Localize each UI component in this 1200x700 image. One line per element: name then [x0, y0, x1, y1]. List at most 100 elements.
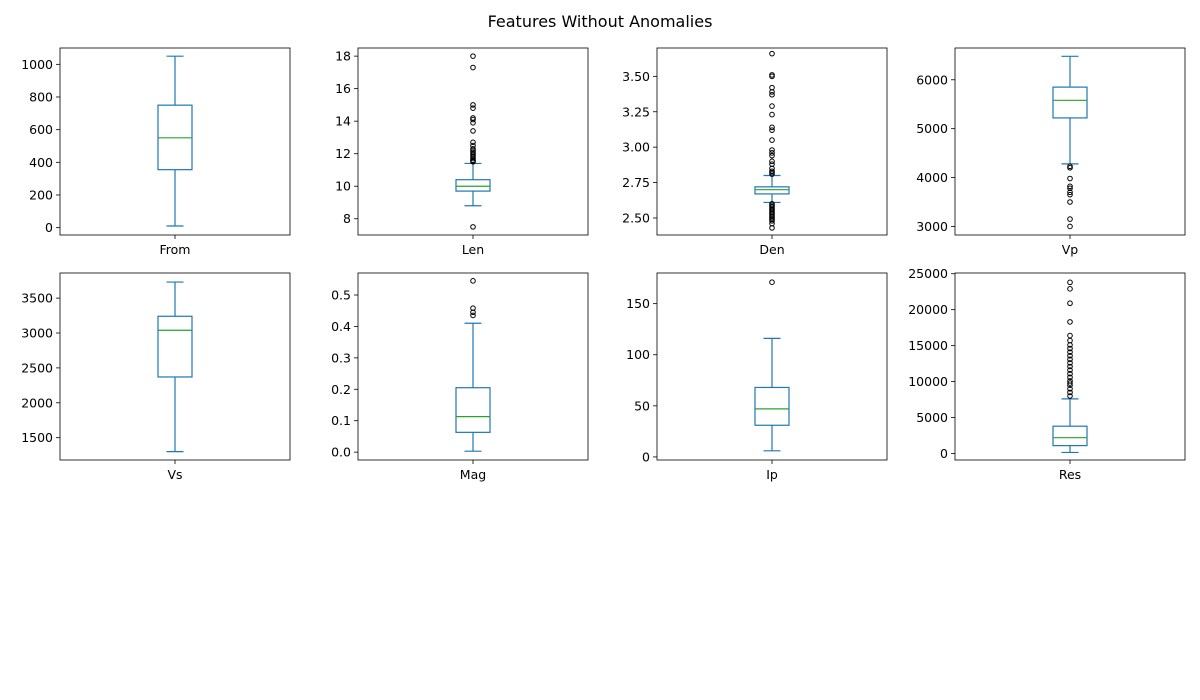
subplot-vs: 1500 2000 2500 3000 3500 Vs	[21, 272, 291, 482]
outlier-point	[769, 150, 775, 156]
y-tick-label: 0.1	[331, 413, 351, 428]
outlier-point	[470, 278, 476, 284]
outlier-point	[470, 312, 476, 319]
outlier-point	[769, 158, 775, 165]
y-tick-label: 3500	[21, 291, 53, 306]
y-tick-label: 5000	[916, 121, 948, 136]
y-tick-label: 0	[642, 449, 650, 464]
outlier-point	[470, 53, 476, 59]
y-tick-label: 20000	[908, 302, 948, 317]
outlier-point	[1067, 185, 1073, 192]
x-category-label: Vs	[167, 467, 182, 482]
x-category-label: Res	[1059, 467, 1081, 482]
outlier-point	[1067, 380, 1073, 386]
outlier-point	[769, 111, 775, 118]
y-tick-label: 0	[940, 446, 948, 461]
y-tick-label: 18	[335, 49, 351, 64]
outlier-point	[769, 161, 775, 167]
outlier-point	[769, 137, 775, 143]
subplot-res: 0 5000 10000 15000 20000 25000 Res	[908, 266, 1186, 482]
outlier-point	[769, 72, 775, 78]
outlier-point	[470, 142, 476, 149]
outlier-point	[470, 116, 476, 123]
iqr-box	[1052, 86, 1088, 119]
outlier-point	[470, 305, 476, 312]
x-category-label: Len	[462, 242, 484, 257]
outlier-point	[769, 147, 775, 153]
y-tick-label: 1000	[21, 57, 53, 72]
subplot-from: 0 200 400 600 800 1000 From	[21, 47, 291, 257]
y-tick-label: 15000	[908, 338, 948, 353]
y-tick-label: 3.50	[622, 69, 650, 84]
outlier-point	[769, 279, 775, 285]
y-tick-label: 8	[343, 211, 351, 226]
outlier-point	[769, 124, 775, 131]
outlier-point	[470, 102, 476, 108]
subplot-ip: 0 50 100 150 Ip	[626, 272, 888, 482]
outlier-point	[1067, 175, 1073, 182]
outlier-point	[470, 64, 476, 71]
subplot-vp: 3000 4000 5000 6000 Vp	[916, 47, 1186, 257]
y-tick-label: 0.3	[331, 350, 351, 365]
outlier-point	[1067, 356, 1073, 363]
x-category-label: Mag	[460, 467, 486, 482]
y-tick-label: 2.75	[622, 175, 650, 190]
iqr-box	[1052, 425, 1088, 447]
y-tick-label: 14	[335, 114, 351, 129]
subplot-mag: 0.0 0.1 0.2 0.3 0.4 0.5 Mag	[331, 272, 589, 482]
outlier-point	[1067, 163, 1073, 170]
outlier-point	[769, 201, 775, 207]
y-tick-label: 10000	[908, 374, 948, 389]
outlier-point	[1067, 349, 1073, 355]
y-tick-label: 0.2	[331, 382, 351, 397]
outlier-point	[1067, 393, 1073, 399]
y-tick-label: 3.00	[622, 140, 650, 155]
outlier-point	[769, 91, 775, 98]
outlier-point	[470, 149, 476, 155]
x-category-label: Vp	[1062, 242, 1079, 257]
y-tick-label: 25000	[908, 266, 948, 281]
outlier-point	[1067, 279, 1073, 286]
y-tick-label: 200	[29, 187, 53, 202]
x-category-label: Den	[759, 242, 784, 257]
y-tick-label: 400	[29, 155, 53, 170]
y-tick-label: 2000	[21, 395, 53, 410]
outlier-point	[1067, 389, 1073, 396]
outlier-point	[470, 224, 476, 230]
iqr-box	[754, 386, 790, 426]
iqr-box	[455, 387, 491, 433]
outlier-point	[1067, 363, 1073, 370]
x-category-label: From	[160, 242, 191, 257]
outlier-point	[1067, 223, 1073, 230]
subplot-den: 2.50 2.75 3.00 3.25 3.50 Den	[622, 47, 888, 257]
y-tick-label: 0	[45, 220, 53, 235]
outlier-point	[1067, 216, 1073, 222]
outlier-point	[470, 128, 476, 134]
outlier-point	[1067, 352, 1073, 359]
outlier-point	[1067, 345, 1073, 352]
subplot-grid: 02004006008001000From81012141618Len2.502…	[21, 47, 1186, 482]
outlier-point	[1067, 189, 1073, 196]
y-tick-label: 2.50	[622, 211, 650, 226]
y-tick-label: 800	[29, 89, 53, 104]
outlier-point	[1067, 319, 1073, 325]
outlier-point	[769, 127, 775, 133]
iqr-box	[157, 315, 193, 378]
y-tick-label: 0.5	[331, 288, 351, 303]
y-tick-label: 5000	[916, 410, 948, 425]
outlier-point	[470, 309, 476, 316]
outlier-point	[1067, 360, 1073, 366]
x-category-label: Ip	[766, 467, 778, 482]
y-tick-label: 4000	[916, 170, 948, 185]
y-tick-label: 3.25	[622, 104, 650, 119]
outlier-point	[769, 84, 775, 91]
y-tick-label: 16	[335, 81, 351, 96]
outlier-point	[769, 152, 775, 159]
outlier-point	[1067, 374, 1073, 381]
y-tick-label: 6000	[916, 72, 948, 87]
y-tick-label: 3000	[21, 326, 53, 341]
y-tick-label: 1500	[21, 430, 53, 445]
outlier-point	[470, 105, 476, 111]
